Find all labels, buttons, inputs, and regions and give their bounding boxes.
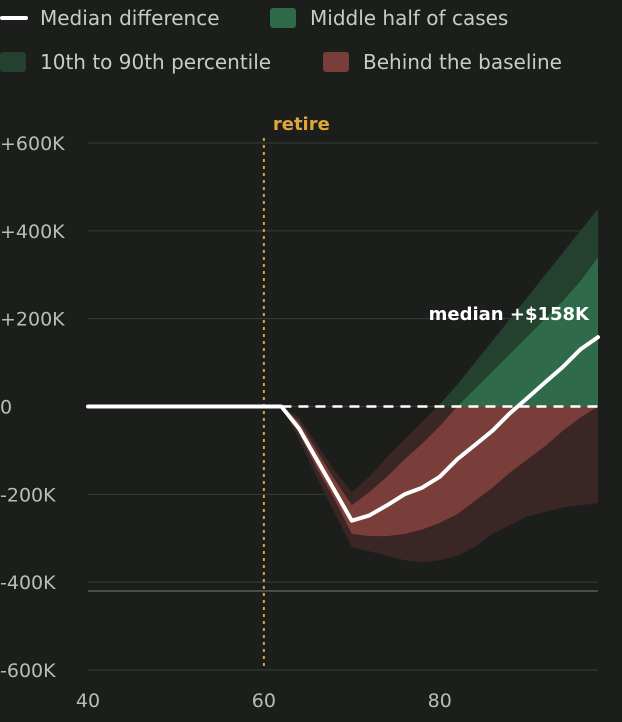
legend-behind-label: Behind the baseline [363,50,562,74]
legend-p10-90: 10th to 90th percentile [0,50,271,74]
x-tick-label: 80 [428,690,452,712]
y-tick-label: -200K [0,484,56,506]
legend-median-label: Median difference [40,6,220,30]
y-tick-label: 0 [0,397,12,419]
legend-behind: Behind the baseline [323,50,562,74]
legend-middle-half-swatch [270,8,296,28]
y-tick-label: +400K [0,221,65,243]
y-tick-label: +200K [0,309,65,331]
x-tick-label: 40 [76,690,100,712]
legend-middle-half: Middle half of cases [270,6,508,30]
legend-p10-90-label: 10th to 90th percentile [40,50,272,74]
legend: Median difference Middle half of cases 1… [0,0,622,80]
y-tick-label: -400K [0,572,56,594]
legend-behind-swatch [323,52,349,72]
legend-median: Median difference [0,6,220,30]
legend-median-swatch [0,16,28,20]
median-annotation: median +$158K [429,304,590,325]
y-tick-label: -600K [0,660,56,682]
middle-band-positive [88,257,598,407]
retire-label: retire [273,114,330,135]
median-line [86,335,600,523]
legend-p10-90-swatch [0,52,26,72]
x-tick-label: 60 [252,690,276,712]
middle-band-negative [88,406,598,537]
legend-middle-half-label: Middle half of cases [310,6,509,30]
y-tick-label: +600K [0,133,65,155]
